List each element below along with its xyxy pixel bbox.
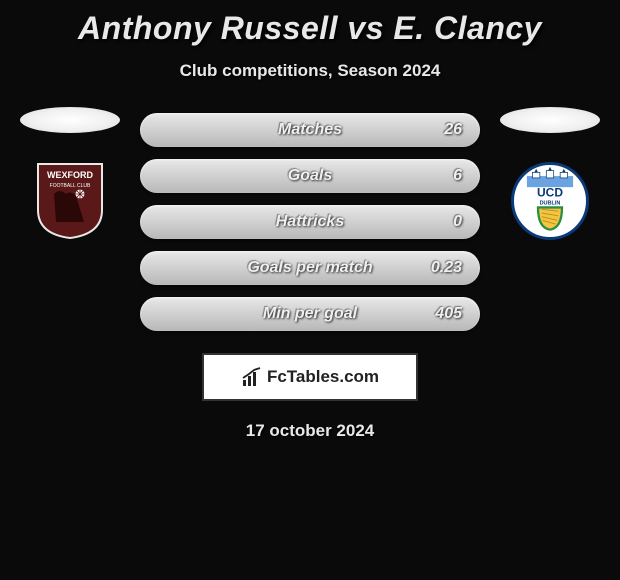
left-side: WEXFORD FOOTBALL CLUB [20,107,120,241]
stat-label: Matches [278,121,342,139]
stat-label: Goals per match [247,259,372,277]
stat-value: 6 [453,167,462,185]
date-label: 17 october 2024 [0,421,620,441]
stat-value: 0 [453,213,462,231]
ucd-crest-icon: UCD DUBLIN [514,162,586,240]
right-club-crest: UCD DUBLIN [510,161,590,241]
stat-value: 26 [444,121,462,139]
svg-text:DUBLIN: DUBLIN [540,201,561,207]
stat-bar: Min per goal 405 [140,297,480,331]
wexford-crest-icon: WEXFORD FOOTBALL CLUB [36,162,104,240]
svg-text:UCD: UCD [537,185,563,199]
stat-bar: Matches 26 [140,113,480,147]
left-club-crest: WEXFORD FOOTBALL CLUB [30,161,110,241]
stat-bars: Matches 26 Goals 6 Hattricks 0 Goals per… [140,113,480,331]
stat-bar: Hattricks 0 [140,205,480,239]
left-ellipse-placeholder [20,107,120,133]
stat-bar: Goals 6 [140,159,480,193]
brand-label: FcTables.com [267,367,379,387]
stat-label: Goals [288,167,332,185]
brand-box: FcTables.com [202,353,418,401]
subtitle: Club competitions, Season 2024 [0,61,620,81]
svg-text:WEXFORD: WEXFORD [47,170,93,180]
stat-value: 0.23 [431,259,462,277]
chart-icon [241,366,263,388]
page-title: Anthony Russell vs E. Clancy [0,0,620,47]
stat-label: Hattricks [276,213,344,231]
stat-value: 405 [435,305,462,323]
svg-text:FOOTBALL CLUB: FOOTBALL CLUB [50,183,91,189]
stat-label: Min per goal [263,305,357,323]
right-ellipse-placeholder [500,107,600,133]
right-side: UCD DUBLIN [500,107,600,241]
stat-bar: Goals per match 0.23 [140,251,480,285]
comparison-layout: WEXFORD FOOTBALL CLUB Matches 26 Goals 6… [0,107,620,331]
